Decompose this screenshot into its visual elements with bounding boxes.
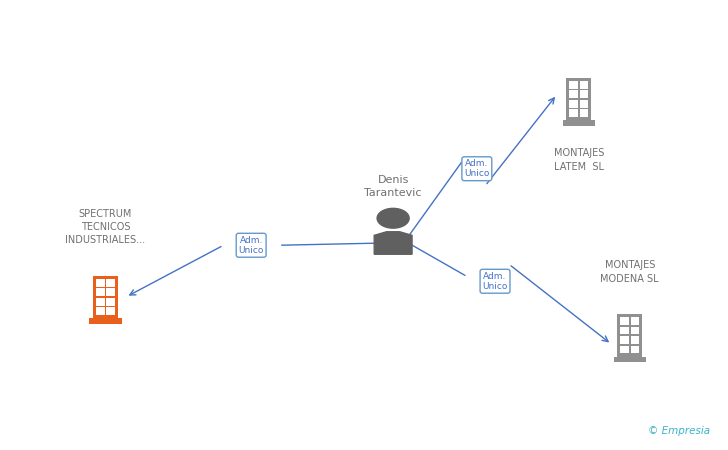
Text: MONTAJES
MODENA SL: MONTAJES MODENA SL bbox=[601, 260, 659, 284]
Bar bbox=[90, 319, 122, 324]
Bar bbox=[579, 100, 588, 108]
Bar bbox=[566, 77, 591, 120]
Bar bbox=[106, 298, 115, 306]
Bar bbox=[96, 288, 105, 296]
Text: SPECTRUM
TECNICOS
INDUSTRIALES...: SPECTRUM TECNICOS INDUSTRIALES... bbox=[66, 209, 146, 245]
Bar bbox=[106, 307, 115, 315]
Bar bbox=[106, 288, 115, 296]
Bar bbox=[620, 317, 629, 325]
Bar bbox=[620, 346, 629, 353]
Bar bbox=[630, 346, 639, 353]
Bar bbox=[93, 275, 118, 319]
Bar bbox=[620, 327, 629, 334]
Bar bbox=[579, 109, 588, 117]
Text: Adm.
Unico: Adm. Unico bbox=[239, 235, 264, 255]
Bar bbox=[617, 314, 642, 356]
Bar bbox=[96, 307, 105, 315]
Bar bbox=[563, 120, 595, 126]
Bar bbox=[569, 109, 578, 117]
Bar bbox=[620, 336, 629, 344]
Bar bbox=[630, 336, 639, 344]
Bar bbox=[579, 90, 588, 98]
Text: © Еmpresia: © Еmpresia bbox=[648, 427, 710, 436]
Bar bbox=[96, 298, 105, 306]
Text: Adm.
Unico: Adm. Unico bbox=[464, 159, 489, 179]
Polygon shape bbox=[374, 232, 412, 254]
Bar bbox=[569, 90, 578, 98]
Bar bbox=[569, 81, 578, 89]
Bar bbox=[106, 279, 115, 287]
Text: Adm.
Unico: Adm. Unico bbox=[483, 271, 507, 291]
Bar bbox=[96, 279, 105, 287]
Bar bbox=[614, 356, 646, 362]
Bar bbox=[630, 317, 639, 325]
Bar bbox=[630, 327, 639, 334]
Text: Denis
Tarantevic: Denis Tarantevic bbox=[365, 175, 422, 198]
Circle shape bbox=[377, 208, 409, 228]
Text: MONTAJES
LATEM  SL: MONTAJES LATEM SL bbox=[553, 148, 604, 172]
Bar bbox=[569, 100, 578, 108]
Bar bbox=[579, 81, 588, 89]
